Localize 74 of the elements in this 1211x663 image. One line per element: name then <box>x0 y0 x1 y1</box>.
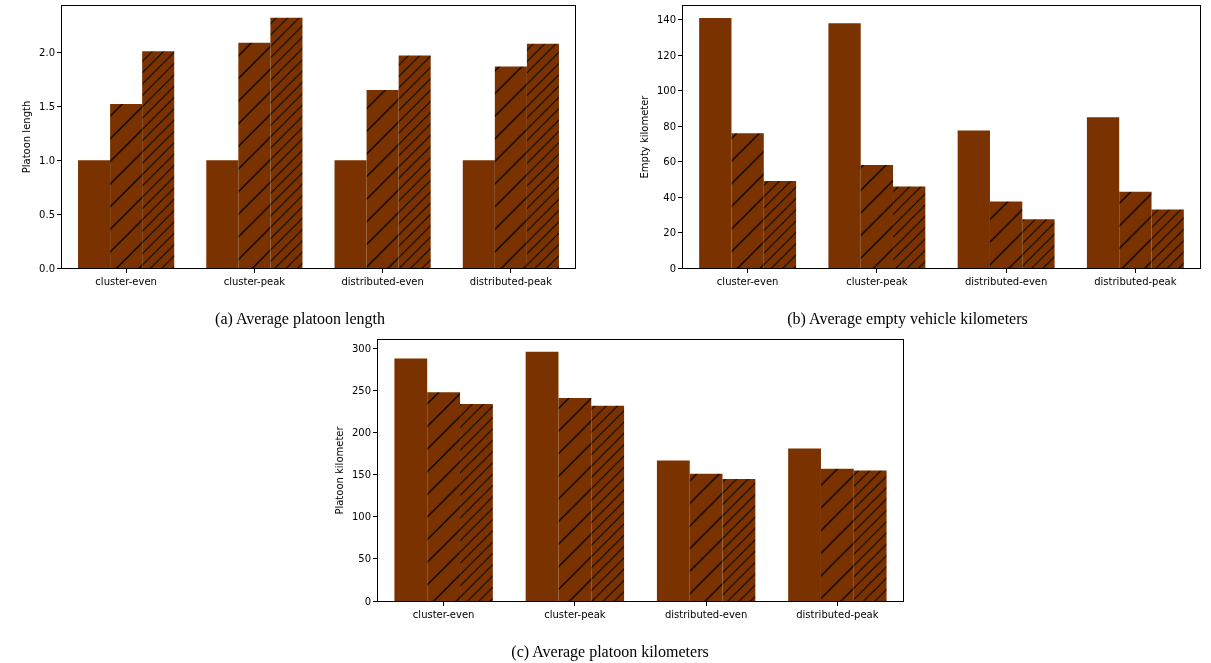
bar <box>206 160 239 268</box>
x-tick-label: cluster-even <box>716 276 779 287</box>
y-tick-label: 20 <box>663 227 676 239</box>
x-tick-label: distributed-even <box>341 276 424 287</box>
x-tick-label: distributed-even <box>964 276 1048 287</box>
y-tick-label: 50 <box>358 553 371 565</box>
bar <box>820 468 854 601</box>
y-tick-label: 100 <box>351 511 371 523</box>
y-tick-label: 2.0 <box>39 46 55 58</box>
bar <box>989 201 1023 268</box>
y-tick-label: 0 <box>364 595 371 607</box>
bar <box>656 460 690 601</box>
y-tick-label: 0.0 <box>39 262 55 274</box>
x-tick-label: distributed-peak <box>469 276 553 287</box>
y-tick-label: 120 <box>656 49 676 61</box>
y-tick-label: 0 <box>669 262 676 274</box>
bar <box>398 55 431 268</box>
bar <box>526 43 559 268</box>
bar <box>1022 219 1055 268</box>
bar <box>689 473 723 601</box>
bar <box>334 160 367 268</box>
y-tick-label: 0.5 <box>39 208 55 220</box>
text: (c) Average platoon kilometers <box>511 642 709 661</box>
y-tick-label: 100 <box>656 85 676 97</box>
bar <box>893 186 926 268</box>
text: (b) Average empty vehicle kilometers <box>787 309 1028 328</box>
bar <box>238 42 271 268</box>
bar <box>78 160 111 268</box>
y-tick-label: 150 <box>351 469 371 481</box>
x-tick-label: cluster-peak <box>846 276 908 287</box>
bar <box>142 51 175 268</box>
bar <box>853 470 887 601</box>
bar <box>366 90 399 268</box>
bar <box>525 351 559 601</box>
y-tick-label: 1.0 <box>39 154 55 166</box>
x-tick-label: cluster-even <box>412 609 475 620</box>
x-tick-label: distributed-even <box>664 609 748 620</box>
y-axis-title: Empty kilometer <box>638 94 650 179</box>
x-tick-label: distributed-peak <box>796 609 879 620</box>
y-tick-label: 80 <box>663 120 676 132</box>
bar <box>699 17 732 268</box>
x-tick-label: cluster-even <box>95 276 157 287</box>
bar <box>460 403 493 601</box>
bar <box>1119 191 1152 268</box>
y-axis-title: Platoon kilometer <box>333 425 345 515</box>
bar <box>1151 209 1184 268</box>
bar <box>722 478 756 601</box>
y-tick-label: 300 <box>351 342 371 354</box>
bar <box>788 448 821 601</box>
bar <box>558 398 592 601</box>
bar <box>591 405 625 601</box>
bar <box>731 133 764 268</box>
bar <box>828 23 861 268</box>
text: (a) Average platoon length <box>215 309 385 328</box>
y-axis-title: Platoon length <box>21 100 33 174</box>
y-tick-label: 250 <box>351 385 371 397</box>
bar <box>462 160 495 268</box>
y-tick-label: 40 <box>663 191 676 203</box>
bar <box>110 104 143 268</box>
bar <box>427 392 461 601</box>
bar <box>394 358 428 601</box>
x-tick-label: distributed-peak <box>1094 276 1177 287</box>
bar <box>494 66 527 268</box>
y-tick-label: 60 <box>663 156 676 168</box>
bar <box>1086 117 1120 268</box>
bar <box>860 165 894 268</box>
bar <box>957 130 990 268</box>
x-tick-label: cluster-peak <box>223 276 286 287</box>
y-tick-label: 1.5 <box>39 100 55 112</box>
y-tick-label: 140 <box>656 14 676 26</box>
x-tick-label: cluster-peak <box>544 609 606 620</box>
bar <box>270 17 303 268</box>
bar <box>763 181 797 268</box>
y-tick-label: 200 <box>351 427 371 439</box>
